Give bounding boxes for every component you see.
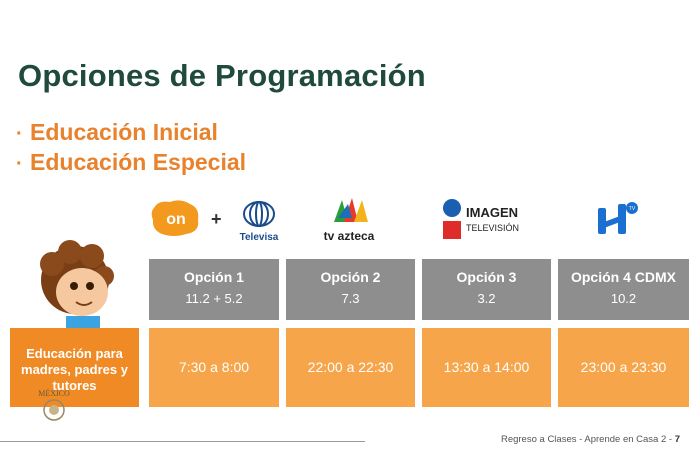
svg-text:on: on: [166, 211, 186, 228]
government-seal-icon: MÉXICO: [38, 388, 70, 421]
televisa-logo: Televisa: [240, 201, 279, 243]
cartoon-boy-illustration: [40, 240, 114, 332]
bullet-item: · Educación Inicial: [16, 119, 218, 145]
svg-text:IMAGEN: IMAGEN: [466, 205, 518, 220]
row-label: Educación para madres, padres y tutores: [10, 328, 139, 407]
option-header: Opción 1 11.2 + 5.2: [149, 259, 279, 320]
option-header: Opción 2 7.3: [286, 259, 415, 320]
option-header: Opción 3 3.2: [422, 259, 551, 320]
svg-text:TELEVISIÓN: TELEVISIÓN: [466, 223, 519, 233]
tvazteca-logo: tv azteca: [324, 198, 375, 243]
h-tv-logo: TV: [598, 202, 638, 234]
plus-sign: +: [211, 209, 222, 229]
time-cell: 22:00 a 22:30: [286, 328, 415, 407]
bullet-item: · Educación Especial: [16, 149, 247, 175]
footer-text: Regreso a Clases - Aprende en Casa 2 - 7: [500, 434, 680, 445]
footer-divider: [0, 441, 365, 442]
svg-text:tv azteca: tv azteca: [324, 229, 375, 243]
once-ninos-logo: on: [151, 200, 199, 236]
imagen-television-logo: IMAGEN TELEVISIÓN: [443, 199, 519, 239]
time-cell: 7:30 a 8:00: [149, 328, 279, 407]
svg-text:MÉXICO: MÉXICO: [38, 388, 70, 398]
time-cell: 13:30 a 14:00: [422, 328, 551, 407]
slide-title: Opciones de Programación: [18, 58, 426, 93]
svg-text:TV: TV: [629, 206, 636, 212]
bullet-list: · Educación Inicial · Educación Especial: [16, 118, 246, 178]
time-cell: 23:00 a 23:30: [558, 328, 689, 407]
svg-text:Televisa: Televisa: [240, 232, 279, 243]
option-header: Opción 4 CDMX 10.2: [558, 259, 689, 320]
